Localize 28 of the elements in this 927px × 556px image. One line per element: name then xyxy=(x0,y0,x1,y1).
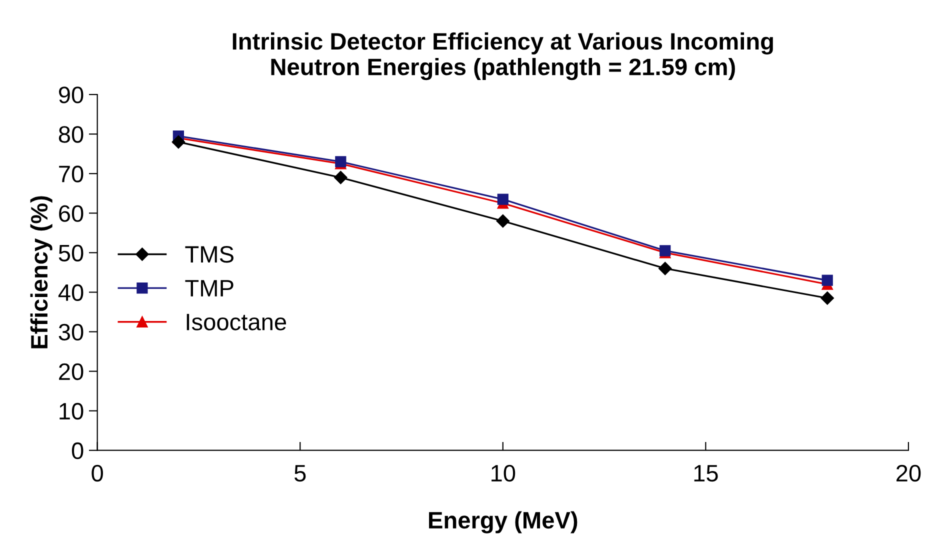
y-tick-label: 50 xyxy=(58,244,84,262)
y-tick-label: 60 xyxy=(59,205,84,222)
y-axis-title: Efficiency (%) xyxy=(30,196,52,348)
point xyxy=(820,292,834,305)
x-tick-label: 5 xyxy=(294,465,306,482)
y-tick-label: 0 xyxy=(72,442,84,460)
y-tick-label: 40 xyxy=(58,284,84,301)
y-tick-label: 10 xyxy=(60,402,84,420)
chart-title: Intrinsic Detector Efficiency at Various Incoming Neutron Energies (pathlength = 21.59 cm) xyxy=(232,32,773,80)
legend-label: TMP xyxy=(185,280,234,296)
y-tick-label: 80 xyxy=(58,126,84,143)
point xyxy=(496,214,510,228)
point xyxy=(497,194,508,205)
point xyxy=(172,135,186,149)
y-tick-label: 70 xyxy=(59,166,84,182)
y-tick-label: 20 xyxy=(59,363,84,380)
legend-label: Isooctane xyxy=(186,314,286,330)
point xyxy=(658,262,672,276)
x-tick-label: 0 xyxy=(92,464,103,482)
legend-label: TMS xyxy=(185,246,234,263)
y-tick-label: 30 xyxy=(58,324,84,341)
x-tick-label: 15 xyxy=(694,465,718,482)
point xyxy=(334,170,348,184)
x-tick-label: 20 xyxy=(896,464,921,482)
x-axis-title: Energy (MeV) xyxy=(429,511,578,534)
x-tick-label: 10 xyxy=(492,464,516,482)
point xyxy=(822,274,833,286)
y-tick-label: 90 xyxy=(58,86,84,104)
